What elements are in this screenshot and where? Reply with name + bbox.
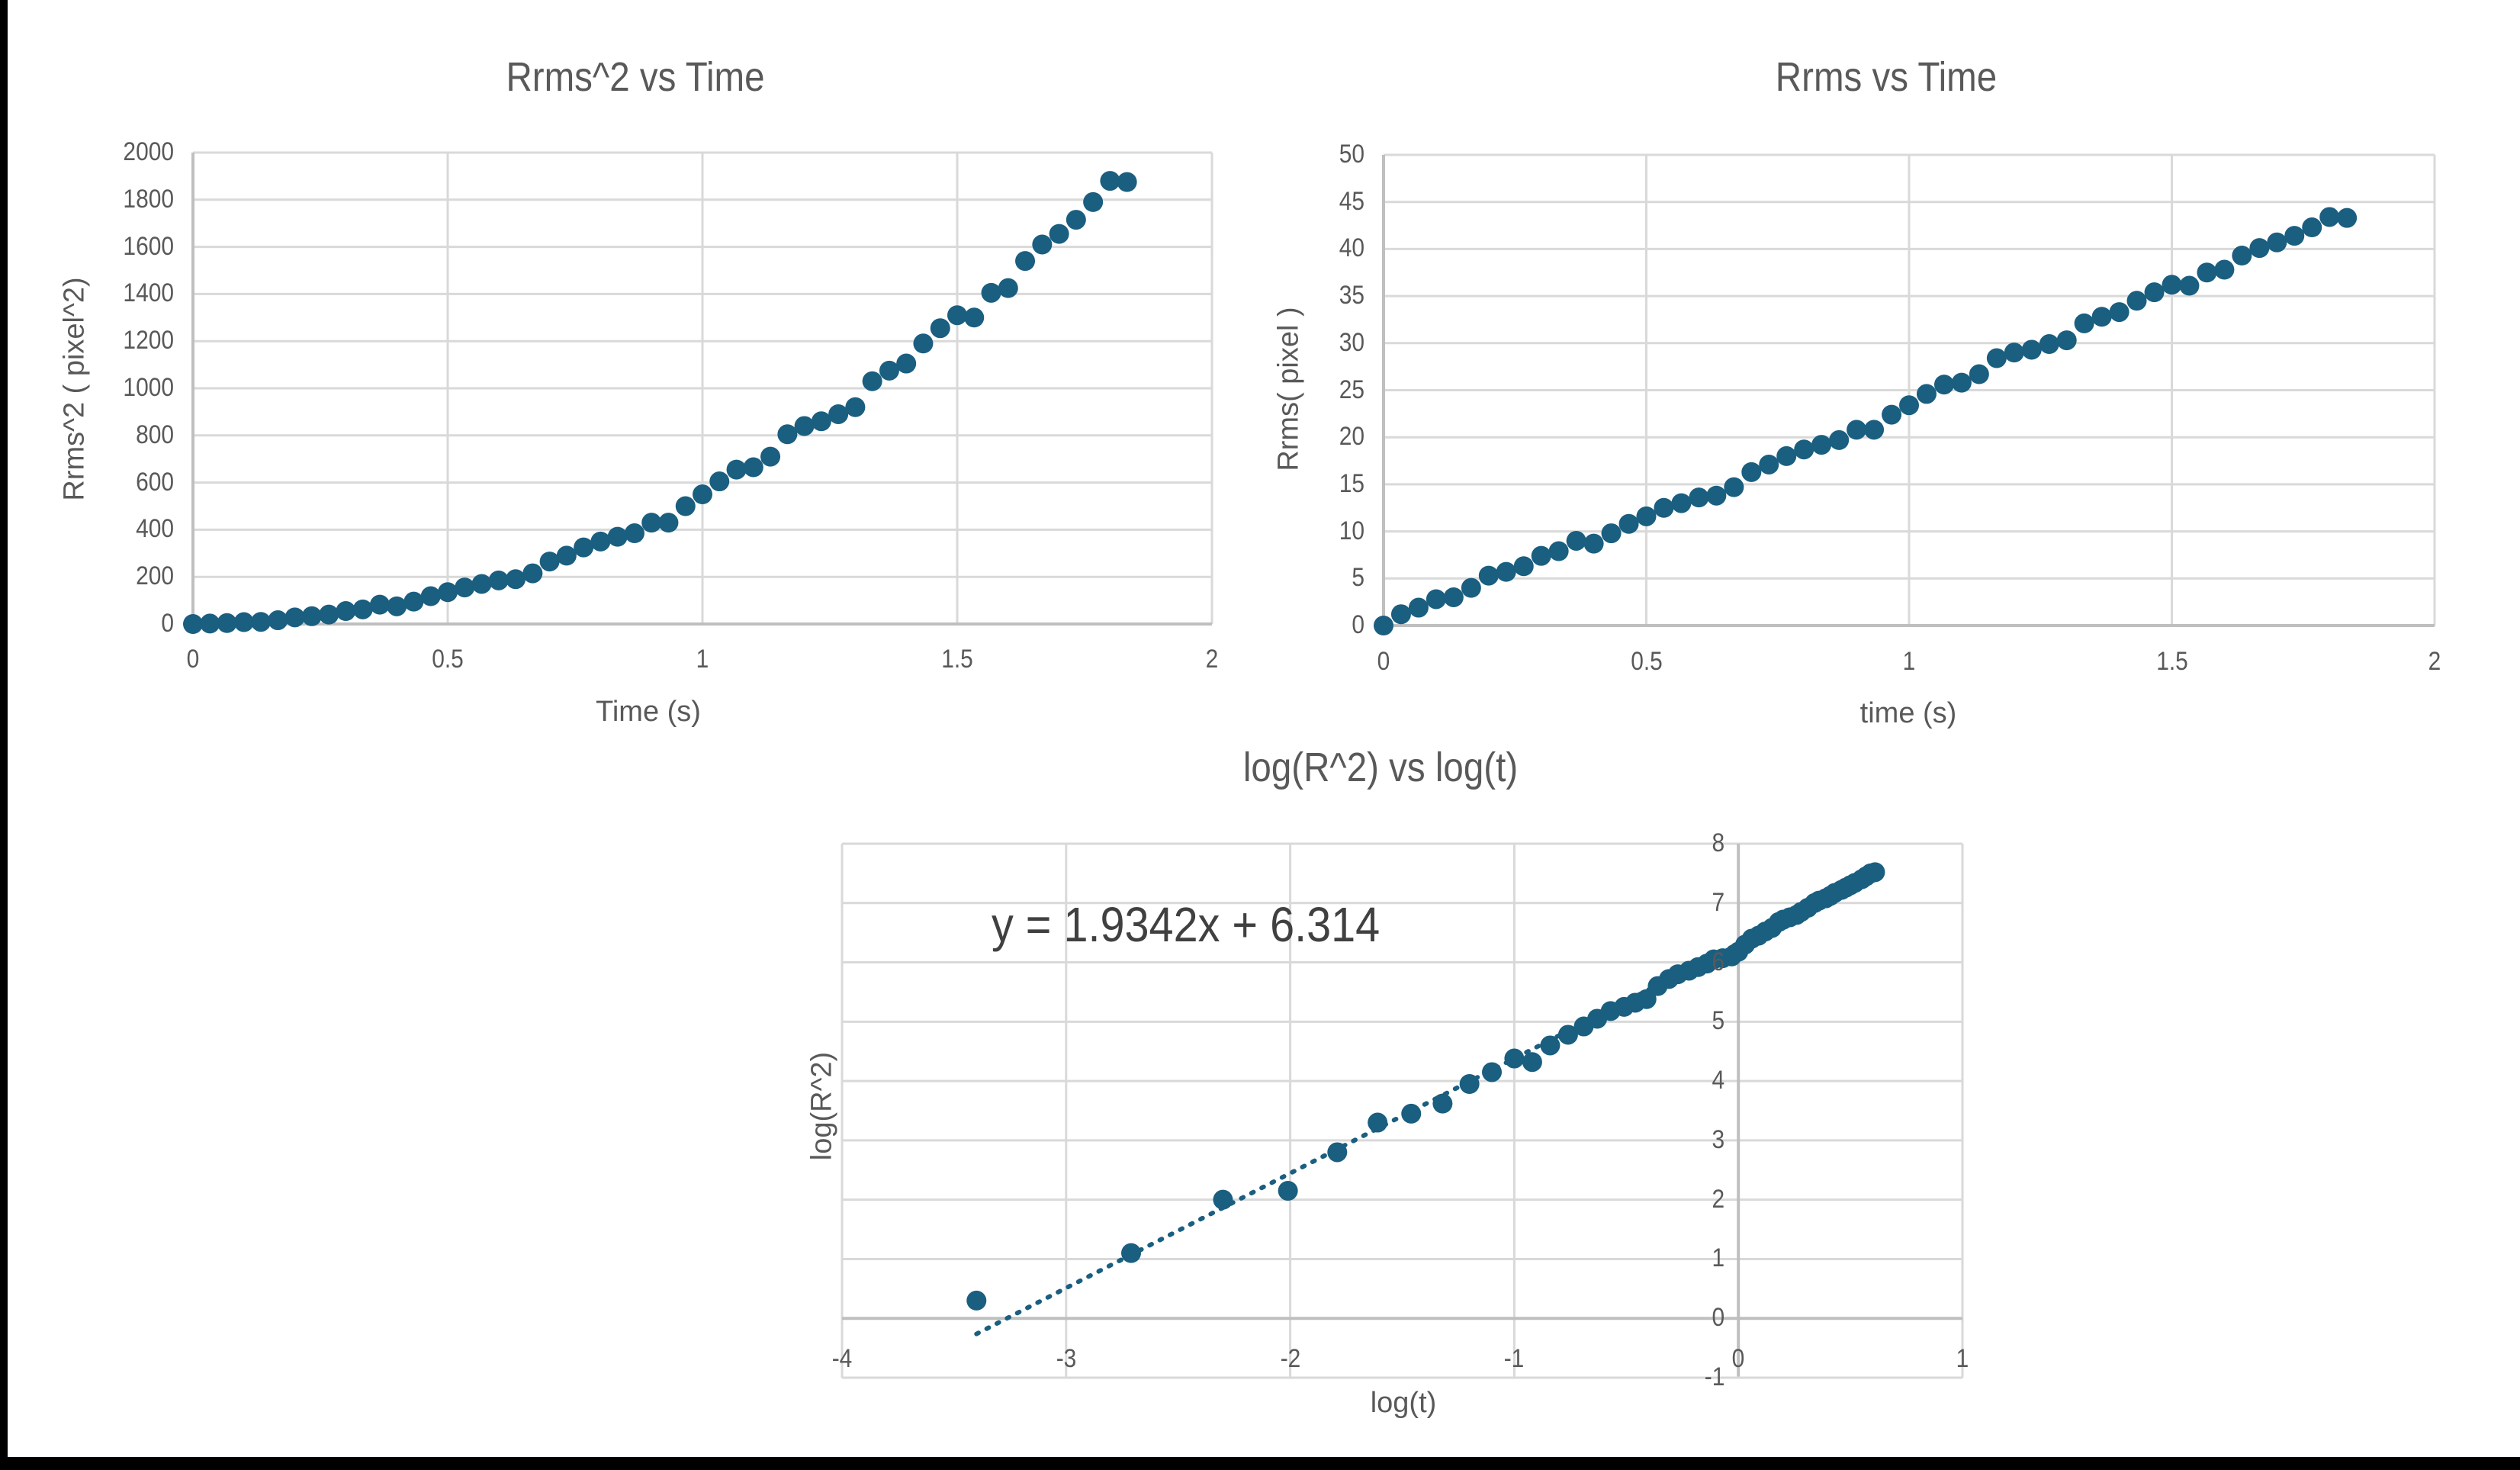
y-tick-label: 0 [1352,610,1364,639]
y-tick-label: 10 [1339,516,1364,545]
y-tick-label: 1800 [123,184,174,214]
y-tick-label: 8 [1712,828,1725,857]
x-tick-label: 0 [1377,647,1390,676]
y-tick-label: 400 [136,514,174,544]
chart-title: Rrms vs Time [1775,54,1998,100]
y-tick-label: 5 [1352,563,1364,593]
x-tick-label: 1 [696,645,709,674]
y-tick-label: 7 [1712,887,1725,917]
plot-area [1374,153,2436,635]
chart-title: log(R^2) vs log(t) [1242,745,1519,790]
y-tick-label: 800 [136,420,174,449]
plot-area [183,151,1213,634]
figure-canvas: Rrms^2 vs Time Time (s) Rrms^2 ( pixel^2… [8,0,2520,1457]
y-tick-label: 200 [136,561,174,591]
y-tick-label: 1600 [123,231,174,261]
chart-title: Rrms^2 vs Time [506,54,765,100]
y-axis-label: log(R^2) [805,1051,838,1161]
y-tick-label: 1000 [123,373,174,402]
y-tick-label: 50 [1339,140,1364,169]
x-tick-label: 0 [186,645,200,674]
y-tick-label: 2000 [123,137,174,166]
y-tick-label: 1 [1712,1243,1725,1273]
y-tick-label: 20 [1339,422,1364,452]
x-axis-label: Time (s) [596,696,701,728]
x-tick-label: 0.5 [1630,647,1663,676]
x-tick-label: 2 [2428,647,2441,676]
y-tick-label: 45 [1339,186,1364,216]
plot-area [841,842,1964,1379]
x-tick-label: 1 [1956,1344,1969,1373]
y-tick-label: -1 [1704,1362,1725,1391]
x-tick-label: -3 [1056,1344,1077,1373]
y-tick-label: 1200 [123,326,174,355]
y-tick-label: 2 [1712,1184,1725,1214]
x-tick-label: 1 [1902,647,1916,676]
y-tick-label: 4 [1712,1066,1725,1095]
y-tick-label: 30 [1339,327,1364,357]
y-tick-label: 15 [1339,468,1364,498]
x-axis-label: time (s) [1859,697,1957,729]
y-tick-label: 600 [136,467,174,497]
x-tick-label: 0.5 [432,645,464,674]
y-tick-label: 0 [161,609,174,638]
y-tick-label: 1400 [123,278,174,308]
x-tick-label: 1.5 [2155,647,2188,676]
x-tick-label: 2 [1205,645,1219,674]
y-tick-label: 0 [1712,1303,1725,1333]
x-axis-label: log(t) [1370,1387,1437,1419]
x-tick-label: 0 [1731,1344,1745,1373]
y-tick-label: 25 [1339,375,1364,404]
y-tick-label: 6 [1712,947,1725,976]
trendline-equation: y = 1.9342x + 6.314 [992,897,1381,952]
x-tick-label: 1.5 [941,645,973,674]
y-tick-label: 5 [1712,1006,1725,1036]
y-tick-label: 35 [1339,281,1364,310]
x-tick-label: -1 [1504,1344,1525,1373]
y-tick-label: 3 [1712,1124,1725,1154]
y-tick-label: 40 [1339,233,1364,263]
x-tick-label: -4 [831,1344,853,1373]
x-tick-label: -2 [1280,1344,1300,1373]
